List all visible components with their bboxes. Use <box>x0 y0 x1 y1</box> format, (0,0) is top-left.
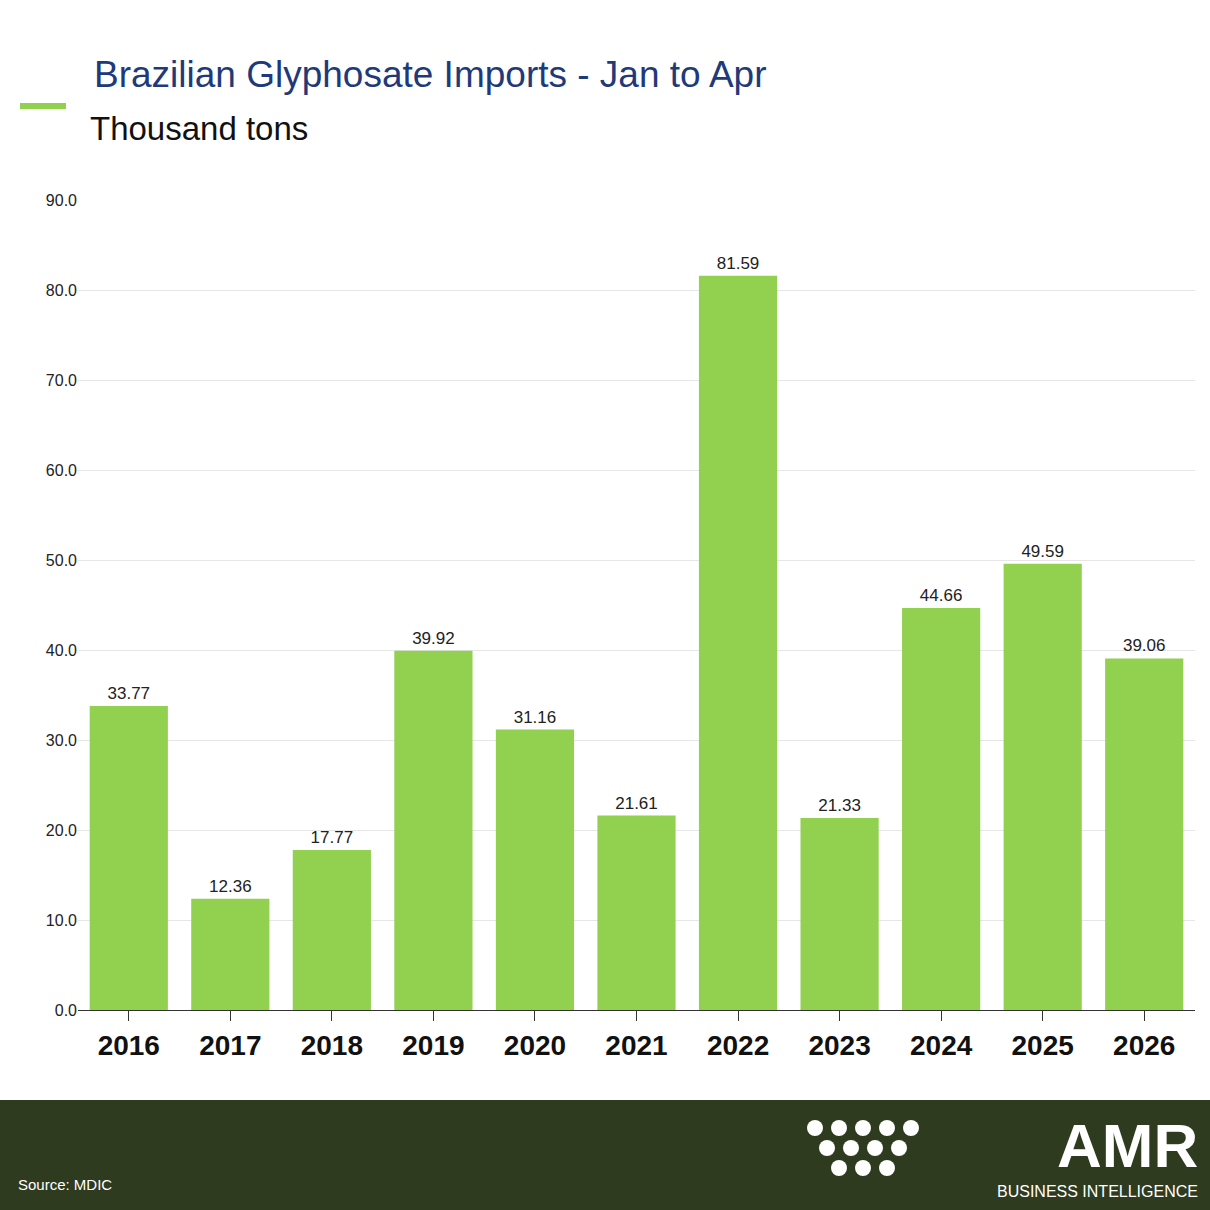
svg-text:2021: 2021 <box>605 1030 667 1061</box>
svg-text:44.66: 44.66 <box>920 586 963 605</box>
svg-text:40.0: 40.0 <box>46 642 77 659</box>
svg-text:33.77: 33.77 <box>108 684 151 703</box>
svg-text:2025: 2025 <box>1012 1030 1074 1061</box>
svg-text:12.36: 12.36 <box>209 877 252 896</box>
svg-text:60.0: 60.0 <box>46 462 77 479</box>
svg-text:BUSINESS INTELLIGENCE: BUSINESS INTELLIGENCE <box>997 1183 1198 1200</box>
svg-text:Source: MDIC: Source: MDIC <box>18 1176 112 1193</box>
svg-text:31.16: 31.16 <box>514 708 557 727</box>
svg-text:39.06: 39.06 <box>1123 636 1166 655</box>
svg-text:2022: 2022 <box>707 1030 769 1061</box>
svg-text:20.0: 20.0 <box>46 822 77 839</box>
svg-text:39.92: 39.92 <box>412 629 455 648</box>
svg-text:17.77: 17.77 <box>311 828 354 847</box>
svg-text:2019: 2019 <box>402 1030 464 1061</box>
svg-text:49.59: 49.59 <box>1021 542 1064 561</box>
svg-text:21.61: 21.61 <box>615 794 658 813</box>
svg-text:70.0: 70.0 <box>46 372 77 389</box>
svg-text:80.0: 80.0 <box>46 282 77 299</box>
svg-text:30.0: 30.0 <box>46 732 77 749</box>
svg-text:2016: 2016 <box>98 1030 160 1061</box>
svg-text:2017: 2017 <box>199 1030 261 1061</box>
svg-text:2026: 2026 <box>1113 1030 1175 1061</box>
svg-text:AMR: AMR <box>1057 1111 1198 1180</box>
svg-text:50.0: 50.0 <box>46 552 77 569</box>
svg-text:81.59: 81.59 <box>717 254 760 273</box>
svg-text:Thousand tons: Thousand tons <box>90 110 308 147</box>
svg-text:90.0: 90.0 <box>46 192 77 209</box>
svg-text:0.0: 0.0 <box>55 1002 77 1019</box>
svg-text:10.0: 10.0 <box>46 912 77 929</box>
svg-text:2018: 2018 <box>301 1030 363 1061</box>
svg-text:2024: 2024 <box>910 1030 973 1061</box>
svg-text:2020: 2020 <box>504 1030 566 1061</box>
svg-text:Brazilian Glyphosate Imports -: Brazilian Glyphosate Imports - Jan to Ap… <box>94 54 766 95</box>
svg-text:21.33: 21.33 <box>818 796 861 815</box>
svg-text:2023: 2023 <box>808 1030 870 1061</box>
